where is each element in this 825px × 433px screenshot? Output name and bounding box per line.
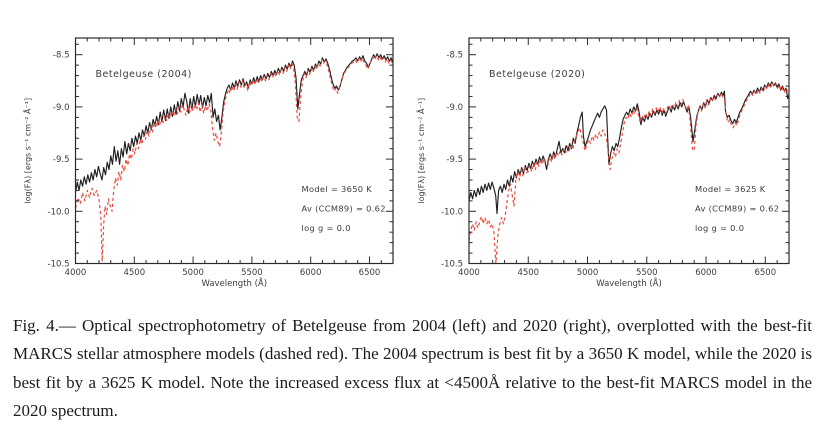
panel-2004 xyxy=(74,37,394,265)
plot-frame xyxy=(74,37,394,265)
y-axis-label: log(Fλ) [ergs s⁻¹ cm⁻² Å⁻¹] xyxy=(415,98,426,204)
y-axis-label: log(Fλ) [ergs s⁻¹ cm⁻² Å⁻¹] xyxy=(22,98,33,204)
x-tick-label: 4500 xyxy=(123,268,145,278)
panel-title: Betelgeuse (2004) xyxy=(96,69,192,80)
y-tick-label: -9.5 xyxy=(53,155,70,165)
y-tick-label: -10.5 xyxy=(441,260,463,270)
model-annotation: Av (CCM89) = 0.62 xyxy=(695,204,779,214)
plot-frame xyxy=(468,37,790,265)
x-tick-label: 4000 xyxy=(458,268,480,278)
y-tick-label: -10.0 xyxy=(441,207,463,217)
x-tick-label: 5500 xyxy=(241,268,263,278)
y-tick-label: -9.0 xyxy=(53,103,70,113)
y-tick-label: -9.5 xyxy=(446,155,463,165)
y-tick-label: -10.5 xyxy=(48,260,70,270)
y-tick-label: -10.0 xyxy=(48,207,70,217)
model-annotation: log g = 0.0 xyxy=(302,223,351,233)
x-tick-label: 6500 xyxy=(359,268,381,278)
x-tick-label: 4500 xyxy=(517,268,539,278)
x-tick-label: 6500 xyxy=(754,268,776,278)
y-tick-label: -9.0 xyxy=(446,103,463,113)
x-tick-label: 5000 xyxy=(182,268,204,278)
x-tick-label: 6000 xyxy=(695,268,717,278)
model-annotation: Model = 3650 K xyxy=(302,184,373,194)
x-axis-label: Wavelength (Å) xyxy=(201,277,267,289)
x-tick-label: 4000 xyxy=(65,268,87,278)
model-annotation: Model = 3625 K xyxy=(695,184,766,194)
y-tick-label: -8.5 xyxy=(446,51,463,61)
model-annotation: log g = 0.0 xyxy=(695,223,744,233)
figure-caption: Fig. 4.— Optical spectrophotometry of Be… xyxy=(13,316,812,421)
betelgeuse-spectra-figure: 4000 4500 5000 5500 6000 6500 -8.5 -9.0 -9.5 -10.… xyxy=(22,37,790,289)
panel-2020 xyxy=(468,37,790,265)
y-tick-label: -8.5 xyxy=(53,51,70,61)
x-tick-label: 6000 xyxy=(300,268,322,278)
x-axis-label: Wavelength (Å) xyxy=(596,277,662,289)
model-spectrum-path xyxy=(468,82,790,265)
panel-title: Betelgeuse (2020) xyxy=(489,69,585,80)
x-tick-label: 5500 xyxy=(636,268,658,278)
x-tick-label: 5000 xyxy=(577,268,599,278)
model-annotation: Av (CCM89) = 0.62 xyxy=(302,204,386,214)
model-spectrum-path xyxy=(74,55,394,262)
